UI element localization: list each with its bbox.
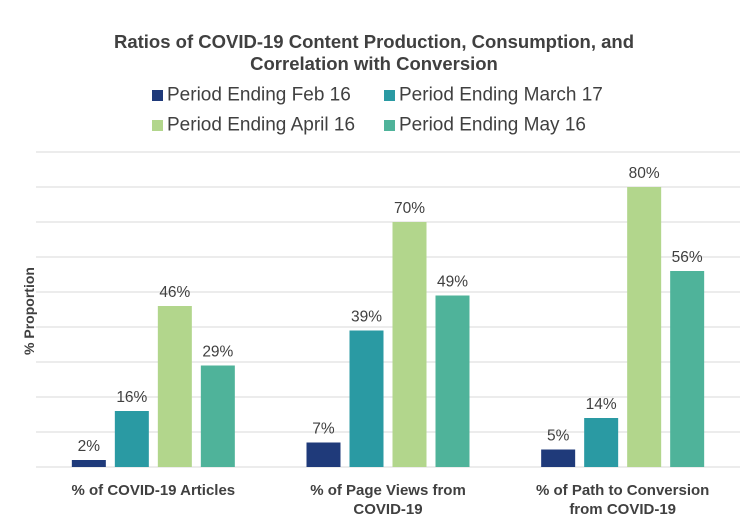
bar — [584, 418, 619, 467]
legend-item: Period Ending Feb 16 — [152, 85, 351, 106]
bar — [114, 411, 149, 467]
legend-label: Period Ending April 16 — [167, 115, 355, 136]
data-labels: 2% 16% 46% 29% 7% 39% 70% 49% 5% 14% 80% 56% — [78, 165, 703, 455]
category-label: COVID-19 — [353, 501, 422, 518]
chart-title-line-1: Ratios of COVID-19 Content Production, C… — [114, 31, 634, 52]
data-label: 70% — [394, 200, 425, 217]
legend-item: Period Ending March 17 — [384, 85, 603, 106]
category-labels: % of COVID-19 Articles % of Page Views fr… — [72, 482, 710, 518]
legend-swatch — [152, 90, 163, 101]
category-label: % of Path to Conversion — [536, 482, 709, 499]
bar — [627, 187, 662, 467]
data-label: 14% — [586, 396, 617, 413]
data-label: 16% — [116, 389, 147, 406]
legend-swatch — [384, 120, 395, 131]
legend-label: Period Ending March 17 — [399, 85, 603, 106]
chart-title: Ratios of COVID-19 Content Production, C… — [114, 31, 634, 74]
y-axis-label: % Proportion — [21, 267, 37, 355]
legend-swatch — [384, 90, 395, 101]
data-label: 2% — [78, 438, 101, 455]
gridlines — [36, 151, 740, 468]
data-label: 29% — [202, 344, 233, 361]
bar — [392, 222, 427, 467]
legend-label: Period Ending Feb 16 — [167, 85, 351, 106]
legend-swatch — [152, 120, 163, 131]
chart-title-line-2: Correlation with Conversion — [250, 53, 498, 74]
legend-label: Period Ending May 16 — [399, 115, 586, 136]
data-label: 46% — [159, 284, 190, 301]
legend-item: Period Ending May 16 — [384, 115, 586, 136]
bar — [71, 460, 106, 467]
bar — [200, 365, 235, 467]
legend: Period Ending Feb 16 Period Ending March … — [152, 85, 603, 136]
category-label: % of COVID-19 Articles — [72, 482, 236, 499]
bar — [541, 449, 576, 467]
data-label: 49% — [437, 274, 468, 291]
bar — [670, 271, 705, 467]
data-label: 80% — [629, 165, 660, 182]
category-label: % of Page Views from — [310, 482, 466, 499]
data-label: 5% — [547, 428, 570, 445]
legend-item: Period Ending April 16 — [152, 115, 355, 136]
bar — [157, 306, 192, 467]
category-label: from COVID-19 — [569, 501, 676, 518]
bar — [435, 295, 470, 467]
bar — [349, 330, 384, 467]
bar — [306, 442, 341, 467]
data-label: 56% — [672, 249, 703, 266]
data-label: 7% — [312, 421, 335, 438]
data-label: 39% — [351, 309, 382, 326]
bars — [71, 187, 705, 467]
